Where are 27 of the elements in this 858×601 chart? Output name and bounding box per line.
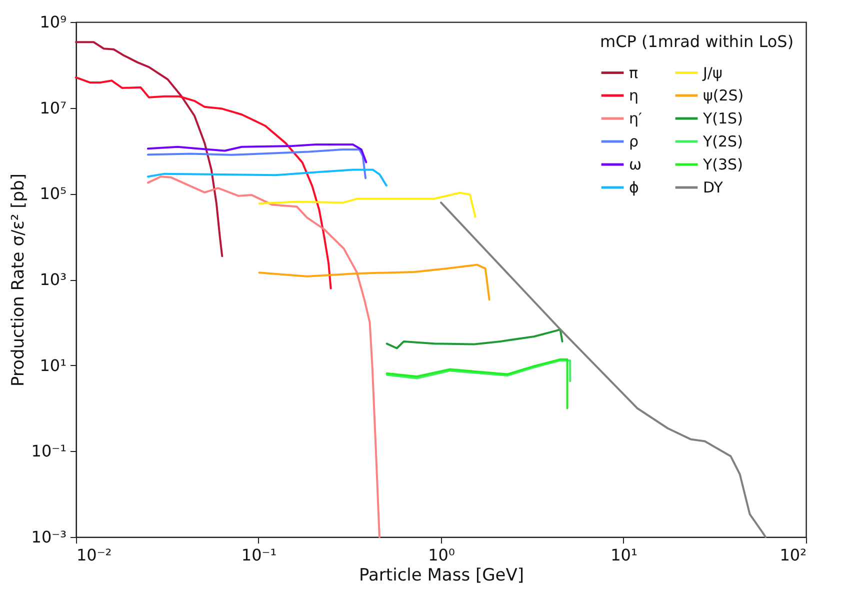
y-tick-label: 10⁻³ [31, 528, 66, 546]
x-tick-label: 10² [780, 546, 806, 564]
y-tick-label: 10⁵ [40, 184, 66, 204]
legend-label: DY [703, 178, 724, 196]
y-axis-title: Production Rate σ/ε² [pb] [8, 174, 28, 386]
y-tick-label: 10⁹ [40, 12, 66, 32]
legend-label: ρ [629, 132, 639, 150]
y-tick-label: 10¹ [40, 356, 66, 375]
x-tick-label: 10⁻¹ [241, 546, 277, 564]
legend-label: Υ(1S) [702, 110, 743, 128]
x-tick-label: 10⁰ [428, 546, 455, 564]
y-tick-label: 10⁷ [40, 98, 66, 118]
legend-label: ψ(2S) [703, 86, 744, 104]
legend-title: mCP (1mrad within LoS) [600, 32, 794, 51]
x-axis-title: Particle Mass [GeV] [359, 566, 524, 586]
x-tick-label: 10⁻² [76, 546, 112, 564]
legend-label: ϕ [629, 178, 639, 196]
legend-label: η′ [629, 110, 643, 128]
legend-label: Υ(2S) [702, 132, 743, 150]
x-tick-label: 10¹ [610, 546, 638, 564]
legend-label: J/ψ [702, 64, 722, 82]
legend-label: η [629, 86, 639, 104]
y-tick-label: 10⁻¹ [31, 442, 66, 461]
legend-label: ω [629, 156, 642, 174]
legend-label: Υ(3S) [702, 156, 743, 174]
legend-label: π [629, 64, 638, 82]
y-tick-label: 10³ [40, 270, 66, 289]
